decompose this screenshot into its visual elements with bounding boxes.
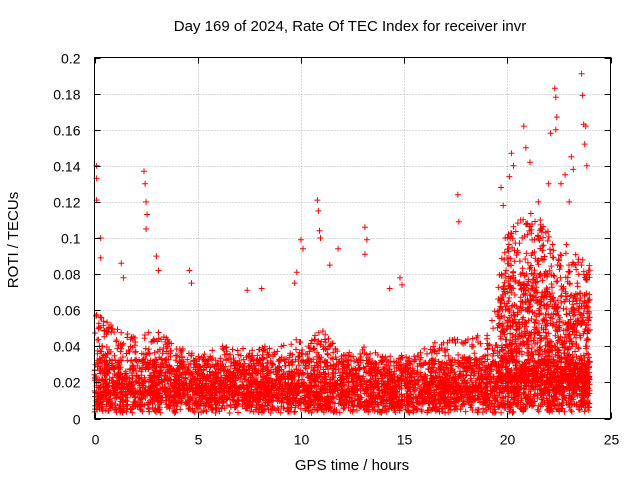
scatter-point-outlier: [552, 126, 559, 133]
scatter-point-outlier: [141, 168, 147, 175]
scatter-point-outlier: [520, 123, 527, 130]
y-tick-label: 0.06: [53, 303, 80, 319]
scatter-point-outlier: [568, 153, 575, 160]
axis-ticks: [94, 57, 612, 420]
scatter-point-outlier: [97, 254, 104, 261]
scatter-point-outlier: [153, 253, 160, 260]
x-tick-label: 20: [500, 432, 516, 448]
x-tick-label: 0: [92, 432, 100, 448]
scatter-point-outlier: [510, 162, 517, 169]
scatter-point-outlier: [498, 184, 505, 191]
scatter-point-outlier: [545, 180, 552, 187]
chart-title: Day 169 of 2024, Rate Of TEC Index for r…: [174, 18, 526, 35]
scatter-point-outlier: [244, 287, 251, 294]
scatter-point-outlier: [502, 235, 509, 241]
y-tick-label: 0.1: [61, 231, 81, 247]
scatter-point-outlier: [583, 162, 590, 169]
scatter-point-outlier: [399, 281, 405, 288]
x-tick-labels: 0 5 10 15 20 25: [92, 432, 620, 448]
x-tick-label: 5: [195, 432, 203, 448]
scatter-point-outlier: [186, 267, 193, 274]
scatter-point-outlier: [553, 114, 560, 121]
scatter-point-outlier: [566, 198, 573, 205]
scatter-point-outlier: [188, 280, 195, 287]
scatter-point-outlier: [506, 173, 513, 180]
scatter-point-outlier: [552, 94, 559, 101]
scatter-point-outlier: [582, 123, 589, 130]
scatter-point-outlier: [537, 217, 544, 223]
scatter-point-outlier: [315, 207, 322, 214]
y-tick-label: 0.02: [53, 375, 80, 391]
scatter-point-outlier: [118, 260, 125, 267]
scatter-point-outlier: [293, 269, 300, 276]
scatter-point-outlier: [386, 285, 393, 292]
x-tick-label: 10: [294, 432, 310, 448]
scatter-point-outlier: [562, 171, 569, 178]
scatter-point-outlier: [314, 197, 321, 204]
y-tick-labels: 0 0.02 0.04 0.06 0.08 0.1 0.12 0.14 0.16 0.18 0.2: [53, 51, 80, 428]
y-tick-label: 0.16: [53, 123, 80, 139]
scatter-point-outlier: [258, 285, 265, 292]
scatter-point-outlier: [535, 198, 542, 205]
scatter-point-outlier: [578, 70, 585, 77]
y-tick-label: 0.08: [53, 267, 80, 283]
y-tick-label: 0.14: [53, 159, 80, 175]
scatter-point-outlier: [142, 180, 149, 187]
scatter-point-outlier: [291, 280, 298, 287]
data-points: [91, 70, 593, 416]
scatter-point-outlier: [500, 202, 507, 209]
scatter-point-outlier: [551, 85, 558, 92]
scatter-point-outlier: [579, 92, 586, 99]
scatter-point-outlier: [455, 218, 462, 225]
scatter-point-outlier: [335, 245, 342, 252]
scatter-point-outlier: [361, 224, 368, 231]
scatter-point-outlier: [297, 236, 304, 243]
scatter-point-outlier: [155, 267, 162, 274]
scatter-point-outlier: [326, 262, 333, 269]
y-axis-title: ROTI / TECUs: [5, 192, 22, 288]
scatter-point-outlier: [316, 227, 323, 234]
y-tick-label: 0: [73, 412, 81, 428]
scatter-point-outlier: [397, 274, 403, 281]
scatter-point-outlier: [361, 251, 368, 258]
y-tick-label: 0.04: [53, 339, 80, 355]
x-tick-label: 15: [397, 432, 413, 448]
scatter-point-outlier: [317, 235, 324, 241]
scatter-point-outlier: [144, 211, 151, 218]
scatter-point-outlier: [570, 166, 577, 173]
scatter-point-outlier: [300, 245, 306, 252]
scatter-point-outlier: [508, 150, 515, 157]
scatter-point-outlier: [120, 274, 127, 281]
x-tick-label: 25: [604, 432, 620, 448]
scatter-point-outlier: [454, 191, 461, 198]
scatter-point-outlier: [547, 130, 554, 137]
y-tick-label: 0.18: [53, 87, 80, 103]
scatter-point-outlier: [363, 236, 370, 243]
scatter-point-outlier: [581, 141, 588, 148]
scatter-point-outlier: [558, 180, 564, 187]
scatter-point-outlier: [143, 198, 150, 205]
scatter-point-outlier: [527, 159, 533, 166]
x-axis-title: GPS time / hours: [295, 457, 409, 474]
scatter-points-bulk: [91, 210, 593, 416]
scatter-point-outlier: [143, 226, 150, 232]
y-tick-label: 0.12: [53, 195, 80, 211]
y-tick-label: 0.2: [61, 51, 81, 67]
scatter-point-outlier: [522, 144, 529, 151]
